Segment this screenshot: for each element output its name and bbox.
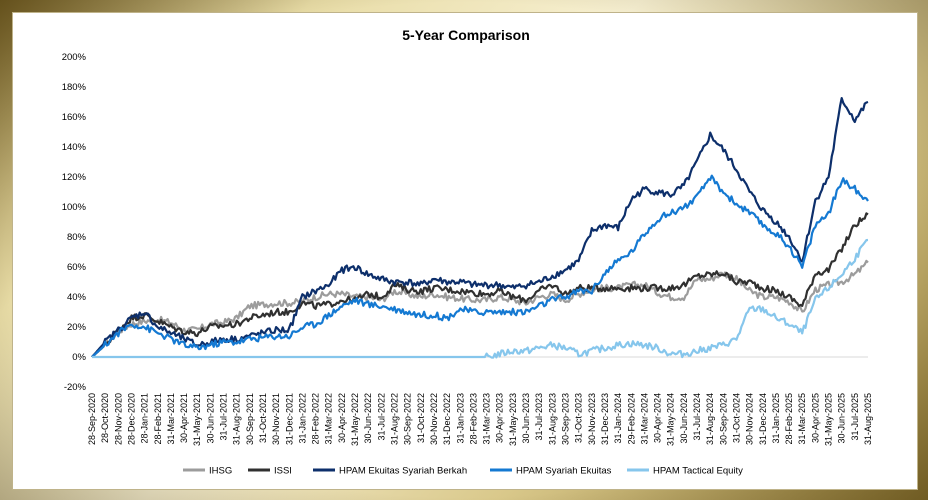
x-tick-label: 31-Jan-2025 (771, 393, 781, 444)
x-tick-label: 30-Sep-2023 (560, 393, 570, 445)
x-tick-label: 31-Mar-2021 (166, 393, 176, 445)
x-tick-label: 31-May-2025 (824, 393, 834, 446)
chart-panel (12, 12, 918, 490)
x-tick-label: 30-Jun-2024 (679, 393, 689, 444)
series-line-hpam-syariah-ekuitas (91, 174, 869, 358)
x-tick-label: 31-May-2023 (508, 393, 518, 446)
x-tick-label: 31-Oct-2023 (574, 393, 584, 443)
y-tick-label: 80% (67, 232, 87, 243)
chart-title: 5-Year Comparison (402, 27, 530, 43)
x-tick-label: 31-Oct-2022 (416, 393, 426, 443)
x-tick-label: 31-Aug-2023 (547, 393, 557, 445)
x-tick-label: 31-Aug-2022 (390, 393, 400, 445)
x-tick-label: 31-Jan-2024 (613, 393, 623, 444)
x-tick-label: 30-Jun-2021 (205, 393, 215, 444)
x-tick-label: 30-Apr-2024 (653, 393, 663, 443)
series-line-hpam-ekuitas-syariah-berkah (91, 96, 869, 358)
legend-label: ISSI (274, 466, 292, 477)
x-tick-label: 30-Jun-2022 (363, 393, 373, 444)
x-tick-label: 28-Oct-2020 (100, 393, 110, 443)
x-tick-label: 31-Dec-2024 (758, 393, 768, 445)
x-tick-label: 31-Aug-2021 (232, 393, 242, 445)
x-tick-label: 28-Sep-2020 (87, 393, 97, 445)
x-tick-label: 31-Jul-2021 (219, 393, 229, 441)
x-tick-label: 30-Nov-2022 (429, 393, 439, 445)
x-tick-label: 30-Nov-2021 (271, 393, 281, 445)
series-line-issi (91, 212, 869, 358)
x-tick-label: 30-Apr-2022 (337, 393, 347, 443)
x-tick-label: 30-Jun-2023 (521, 393, 531, 444)
x-tick-label: 28-Jan-2021 (140, 393, 150, 444)
y-tick-label: 120% (62, 172, 87, 183)
x-tick-label: 30-Nov-2024 (745, 393, 755, 445)
y-tick-label: 20% (67, 322, 87, 333)
y-tick-label: 160% (62, 112, 87, 123)
chart-legend: IHSG ISSI HPAM Ekuitas Syariah Berkah HPAM … (183, 466, 743, 477)
x-tick-label: 28-Feb-2021 (153, 393, 163, 445)
x-tick-label: 28-Nov-2020 (113, 393, 123, 445)
x-tick-label: 31-Aug-2025 (863, 393, 873, 445)
y-tick-label: 0% (72, 352, 86, 363)
x-tick-label: 31-Mar-2024 (639, 393, 649, 445)
x-tick-label: 30-Apr-2023 (495, 393, 505, 443)
x-tick-label: 31-Mar-2022 (324, 393, 334, 445)
y-tick-label: 180% (62, 82, 87, 93)
x-tick-label: 31-Jan-2022 (297, 393, 307, 444)
legend-label: HPAM Syariah Ekuitas (516, 466, 612, 477)
series-group (91, 96, 869, 359)
x-tick-label: 31-May-2022 (350, 393, 360, 446)
y-tick-label: 200% (62, 52, 87, 63)
x-axis: 28-Sep-2020 28-Oct-2020 28-Nov-2020 28-Dec-… (87, 393, 873, 446)
x-tick-label: 31-May-2021 (192, 393, 202, 446)
x-tick-label: 31-Oct-2021 (258, 393, 268, 443)
y-tick-label: 60% (67, 262, 87, 273)
y-tick-label: 40% (67, 292, 87, 303)
x-tick-label: 30-Sep-2022 (403, 393, 413, 445)
x-tick-label: 31-Jul-2024 (692, 393, 702, 441)
y-tick-label: 140% (62, 142, 87, 153)
x-tick-label: 28-Feb-2025 (784, 393, 794, 445)
x-tick-label: 30-Apr-2025 (810, 393, 820, 443)
y-tick-label: -20% (64, 382, 87, 393)
series-line-ihsg (91, 259, 869, 358)
x-tick-label: 30-Apr-2021 (179, 393, 189, 443)
x-tick-label: 30-Jun-2025 (837, 393, 847, 444)
legend-label: IHSG (209, 466, 232, 477)
x-tick-label: 31-Oct-2024 (731, 393, 741, 443)
x-tick-label: 29-Feb-2024 (626, 393, 636, 445)
x-tick-label: 31-May-2024 (666, 393, 676, 446)
x-tick-label: 30-Sep-2021 (245, 393, 255, 445)
x-tick-label: 31-Mar-2023 (482, 393, 492, 445)
x-tick-label: 31-Jul-2023 (534, 393, 544, 441)
legend-label: HPAM Tactical Equity (653, 466, 743, 477)
x-tick-label: 28-Dec-2020 (126, 393, 136, 445)
legend-label: HPAM Ekuitas Syariah Berkah (339, 466, 467, 477)
x-tick-label: 28-Feb-2023 (468, 393, 478, 445)
x-tick-label: 30-Sep-2024 (718, 393, 728, 445)
x-tick-label: 28-Feb-2022 (311, 393, 321, 445)
x-tick-label: 31-Jul-2022 (376, 393, 386, 441)
x-tick-label: 31-Mar-2025 (797, 393, 807, 445)
x-tick-label: 31-Jan-2023 (455, 393, 465, 444)
x-tick-label: 30-Nov-2023 (587, 393, 597, 445)
x-tick-label: 31-Dec-2021 (284, 393, 294, 445)
x-tick-label: 31-Dec-2023 (600, 393, 610, 445)
x-tick-label: 31-Aug-2024 (705, 393, 715, 445)
series-line-hpam-tactical-equity (92, 238, 869, 359)
x-tick-label: 31-Jul-2025 (850, 393, 860, 441)
x-tick-label: 31-Dec-2022 (442, 393, 452, 445)
y-tick-label: 100% (62, 202, 87, 213)
